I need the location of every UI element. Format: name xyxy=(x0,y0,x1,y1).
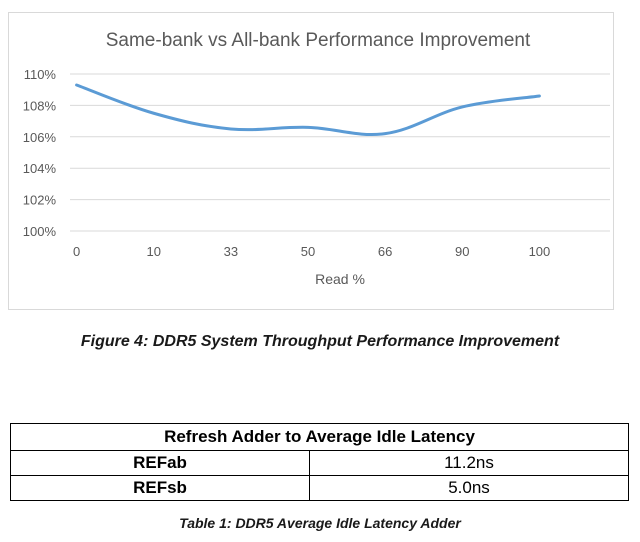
y-tick-label: 106% xyxy=(23,130,57,145)
x-tick-label: 100 xyxy=(529,244,551,259)
x-tick-label: 50 xyxy=(301,244,315,259)
row-value-refsb: 5.0ns xyxy=(309,475,629,501)
x-tick-label: 33 xyxy=(224,244,238,259)
x-axis-ticks: 0 10 33 50 66 90 100 xyxy=(73,244,550,259)
y-tick-label: 100% xyxy=(23,224,57,239)
table-row: REFab 11.2ns xyxy=(10,450,629,476)
figure-caption: Figure 4: DDR5 System Throughput Perform… xyxy=(80,333,560,350)
x-axis-label: Read % xyxy=(315,271,365,287)
y-axis-ticks: 100% 102% 104% 106% 108% 110% xyxy=(23,67,57,239)
x-tick-label: 0 xyxy=(73,244,80,259)
row-value-refab: 11.2ns xyxy=(309,450,629,476)
table-header-row: Refresh Adder to Average Idle Latency xyxy=(10,423,629,451)
chart-frame xyxy=(8,12,614,310)
row-label-refab: REFab xyxy=(10,450,310,476)
y-tick-label: 102% xyxy=(23,193,57,208)
series xyxy=(75,83,541,136)
x-tick-label: 10 xyxy=(146,244,160,259)
latency-table: Refresh Adder to Average Idle Latency RE… xyxy=(10,423,629,501)
series-line xyxy=(75,83,541,136)
x-tick-label: 90 xyxy=(455,244,469,259)
chart-title: Same-bank vs All-bank Performance Improv… xyxy=(106,30,531,51)
gridlines xyxy=(70,73,610,232)
table-caption: Table 1: DDR5 Average Idle Latency Adder xyxy=(179,515,461,531)
table-row: REFsb 5.0ns xyxy=(10,475,629,501)
line-chart: Same-bank vs All-bank Performance Improv… xyxy=(23,30,610,287)
table-header: Refresh Adder to Average Idle Latency xyxy=(10,423,629,451)
y-tick-label: 104% xyxy=(23,161,57,176)
row-label-refsb: REFsb xyxy=(10,475,310,501)
y-tick-label: 110% xyxy=(24,67,57,82)
x-tick-label: 66 xyxy=(378,244,392,259)
y-tick-label: 108% xyxy=(23,98,57,113)
